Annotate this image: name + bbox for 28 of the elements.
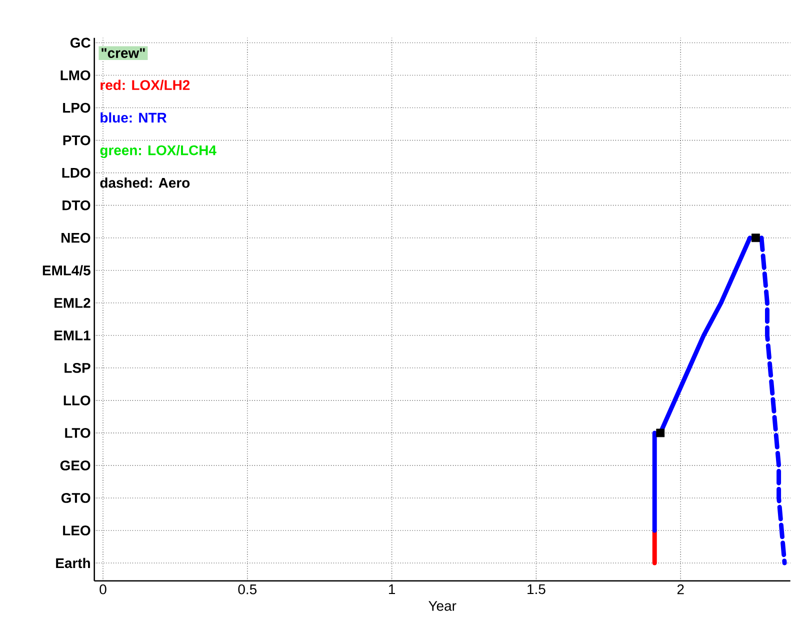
annotation: "crew" xyxy=(102,48,145,58)
y-tick-label: GC xyxy=(70,38,90,48)
y-tick-label: GTO xyxy=(61,493,90,503)
annotation: green: LOX/LCH4 xyxy=(100,144,216,158)
x-tick-label: 0.5 xyxy=(238,584,257,594)
x-tick-label: 0 xyxy=(100,584,106,594)
y-tick-label: EML2 xyxy=(54,298,90,308)
x-tick-label: 1.5 xyxy=(528,584,546,594)
y-tick-label: Earth xyxy=(56,558,90,568)
y-tick-label: EML4/5 xyxy=(42,265,90,276)
annotation: blue: NTR xyxy=(100,112,167,123)
y-tick-label: LLO xyxy=(64,395,90,406)
y-tick-label: LTO xyxy=(65,428,90,438)
y-tick-label: LDO xyxy=(62,168,90,178)
y-tick-label: DTO xyxy=(62,200,90,210)
y-tick-label: PTO xyxy=(63,135,90,146)
y-tick-label: LEO xyxy=(63,526,90,536)
annotation: dashed: Aero xyxy=(100,178,190,188)
y-tick-label: NEO xyxy=(62,232,90,243)
y-tick-label: EML1 xyxy=(54,330,90,340)
annotation: red: LOX/LH2 xyxy=(100,80,190,90)
x-tick-label: 2 xyxy=(677,584,684,594)
y-tick-label: LPO xyxy=(63,102,90,113)
y-tick-label: GEO xyxy=(60,460,90,470)
y-tick-label: LSP xyxy=(64,362,90,373)
y-tick-label: LMO xyxy=(60,70,90,80)
x-tick-label: 1 xyxy=(388,584,395,594)
x-axis-title: Year xyxy=(428,601,456,611)
